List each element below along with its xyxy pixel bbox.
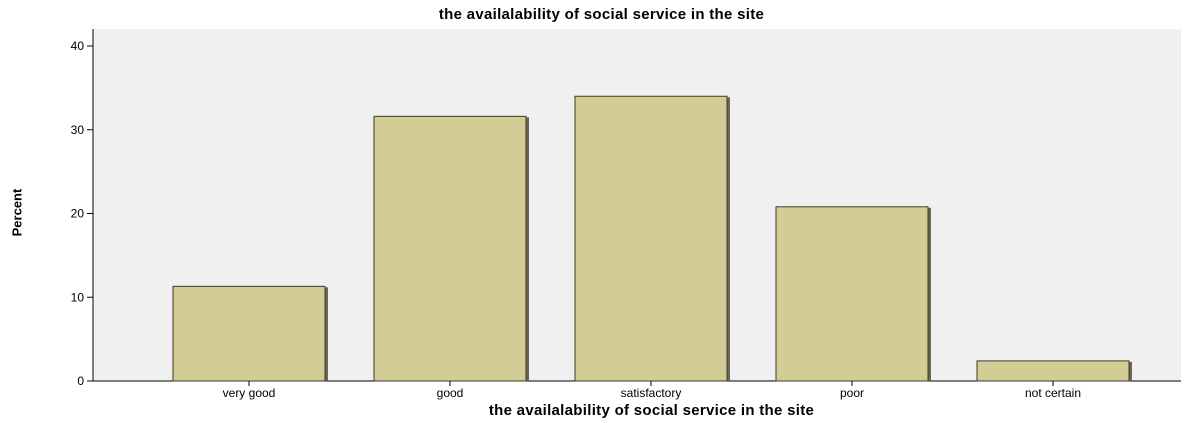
x-axis-label: the availalability of social service in … [488,402,815,419]
x-tick-label: very good [223,386,276,400]
bar [976,360,1130,382]
x-tick-label: poor [840,386,864,400]
y-tick-label: 0 [77,374,84,388]
y-tick-label: 30 [71,123,85,137]
bar [373,115,527,382]
bar [775,206,929,382]
y-tick-label: 20 [71,207,85,221]
bar [172,285,326,382]
chart-title: the availalability of social service in … [438,6,765,23]
y-tick-label: 10 [71,290,85,304]
x-tick-label: satisfactory [621,386,682,400]
x-tick-label: not certain [1025,386,1081,400]
y-tick-label: 40 [71,39,85,53]
bar [574,95,728,382]
x-tick-label: good [437,386,464,400]
